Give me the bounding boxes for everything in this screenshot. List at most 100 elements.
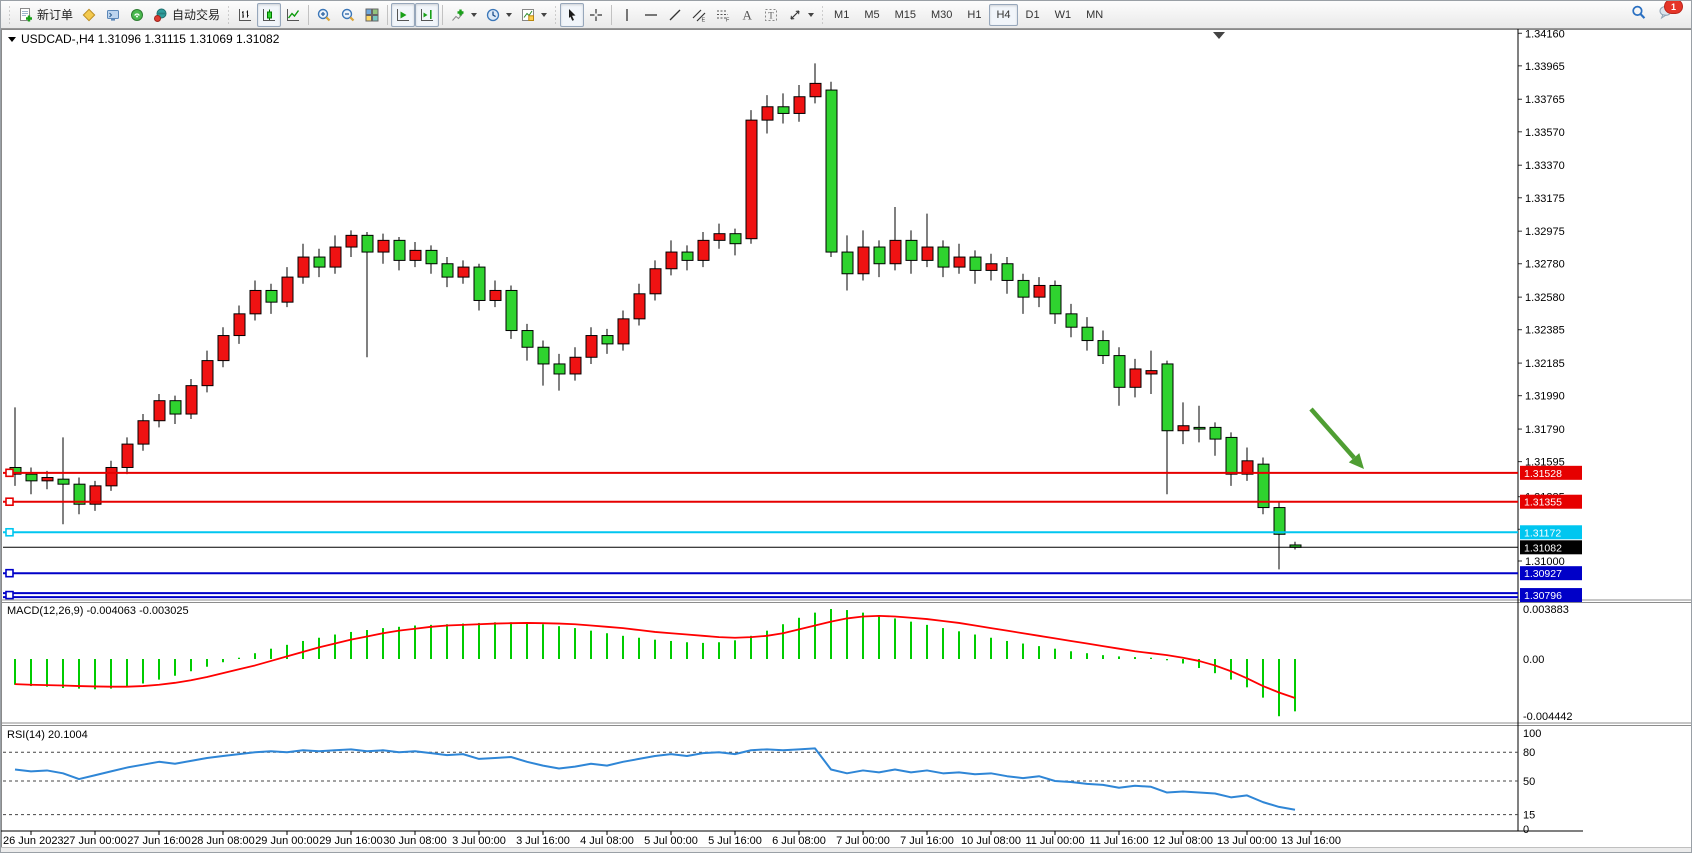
svg-text:1.30927: 1.30927 [1524,568,1562,580]
arrows-dropdown-icon[interactable] [808,12,815,17]
zoom-in-icon [316,7,332,23]
svg-text:1.33175: 1.33175 [1525,193,1565,205]
svg-text:0.00: 0.00 [1523,654,1544,666]
price-chart-canvas[interactable]: 1.34160 1.33965 1.33765 1.33570 1.33370 1.331… [1,28,1692,847]
arrows-button[interactable] [783,3,818,27]
timeframe-m15-button[interactable]: M15 [894,8,916,21]
candles-layer [9,63,1302,570]
templates-button[interactable] [516,3,551,27]
periods-button[interactable] [481,3,516,27]
toolbar-separator [308,4,310,25]
candlestick-chart-icon [261,7,277,23]
svg-text:1.31990: 1.31990 [1525,391,1565,403]
svg-text:1.31528: 1.31528 [1524,468,1562,480]
line-anchor-handle[interactable] [5,590,14,600]
chart-shift-button[interactable] [415,2,440,27]
timeframe-m5-button[interactable]: M5 [864,8,880,21]
equidistant-channel-button[interactable]: E [687,3,711,27]
svg-text:1.33965: 1.33965 [1525,61,1565,73]
chart-shift-marker[interactable] [1213,32,1225,39]
timeframe-mn-button[interactable]: MN [1086,8,1104,21]
line-anchor-handle[interactable] [5,527,14,537]
metaeditor-button[interactable] [77,3,101,27]
svg-text:1.33570: 1.33570 [1525,127,1565,139]
svg-text:1.32780: 1.32780 [1525,259,1565,271]
vertical-line-button[interactable] [615,3,639,27]
horizontal-line-object[interactable]: 1.30927 [3,566,1582,581]
search-icon[interactable] [1630,4,1647,26]
fibonacci-icon: F [715,7,731,23]
svg-text:26 Jun 2023: 26 Jun 2023 [3,835,64,847]
timeframe-m30-button[interactable]: M30 [931,8,953,21]
line-anchor-handle[interactable] [5,497,14,507]
horizontal-line-button[interactable] [639,3,663,27]
horizontal-line-object[interactable]: 1.31528 [3,465,1582,480]
signals-button[interactable] [125,3,149,27]
periods-dropdown-icon[interactable] [506,12,513,17]
svg-text:27 Jun 16:00: 27 Jun 16:00 [127,835,191,847]
crosshair-button[interactable] [584,3,608,27]
candlestick-chart-button[interactable] [257,2,282,27]
text-label-button[interactable]: T [759,3,783,27]
text-button[interactable]: A [735,3,759,27]
chart-shift-icon [419,7,435,23]
cursor-button[interactable] [560,2,585,27]
equidistant-channel-icon: E [691,7,707,23]
periods-clock-icon [485,7,501,23]
bid-price-line: 1.31082 [3,540,1582,555]
svg-text:5 Jul 16:00: 5 Jul 16:00 [708,835,762,847]
toolbar-grip [7,5,12,24]
arrows-icon [787,7,803,23]
line-chart-button[interactable] [281,3,305,27]
timeframe-group: M1 M5 M15 M30 H1 H4 D1 W1 MN [827,3,1110,26]
svg-text:30 Jun 08:00: 30 Jun 08:00 [383,835,447,847]
auto-scroll-button[interactable] [391,2,416,27]
terminal-button[interactable] [101,3,125,27]
toolbar-grip [820,5,826,24]
autotrading-button[interactable]: 自动交易 [149,3,224,27]
horizontal-line-object[interactable]: 1.31172 [3,525,1582,540]
svg-text:7 Jul 16:00: 7 Jul 16:00 [900,835,954,847]
zoom-out-button[interactable] [336,3,360,27]
timeframe-m1-button[interactable]: M1 [834,8,850,21]
timeframe-d1-button[interactable]: D1 [1025,8,1040,21]
svg-text:1.31595: 1.31595 [1525,457,1565,469]
toolbar-right-group: 1 [1630,1,1687,26]
svg-text:E: E [702,17,706,23]
horizontal-line-object[interactable]: 1.31355 [3,494,1582,509]
new-order-icon [18,7,34,23]
svg-text:0: 0 [1523,824,1529,836]
arrow-annotation[interactable] [1309,407,1364,469]
new-order-button[interactable]: 新订单 [14,3,77,27]
horizontal-line-object[interactable]: 1.30796 [3,588,1582,603]
svg-text:1.31790: 1.31790 [1525,424,1565,436]
svg-text:1.31172: 1.31172 [1524,527,1561,539]
notification-badge: 1 [1664,1,1683,14]
timeframe-w1-button[interactable]: W1 [1054,8,1072,21]
cursor-icon [564,7,580,23]
svg-text:13 Jul 16:00: 13 Jul 16:00 [1281,835,1341,847]
fibonacci-button[interactable]: F [711,3,735,27]
svg-text:1.34160: 1.34160 [1525,29,1565,40]
line-anchor-handle[interactable] [5,568,14,578]
indicators-button[interactable] [446,3,481,27]
signals-icon [129,7,145,23]
line-anchor-handle[interactable] [5,468,14,478]
tile-windows-button[interactable] [360,3,384,27]
indicators-dropdown-icon[interactable] [471,12,478,17]
timeframe-h4-button[interactable]: H4 [989,3,1018,26]
timeframe-h1-button[interactable]: H1 [967,8,982,21]
zoom-in-button[interactable] [312,3,336,27]
templates-dropdown-icon[interactable] [541,12,548,17]
svg-text:1.32580: 1.32580 [1525,292,1565,304]
bar-chart-button[interactable] [233,3,257,27]
rsi-pane: 100 80 50 15 0 [3,728,1541,836]
autotrading-label: 自动交易 [172,8,221,22]
toolbar-separator [387,4,389,25]
notifications-button[interactable]: 1 [1657,1,1683,25]
tile-windows-icon [364,7,380,23]
svg-text:10 Jul 08:00: 10 Jul 08:00 [961,835,1021,847]
svg-text:-0.004442: -0.004442 [1523,711,1573,723]
trendline-button[interactable] [663,3,687,27]
